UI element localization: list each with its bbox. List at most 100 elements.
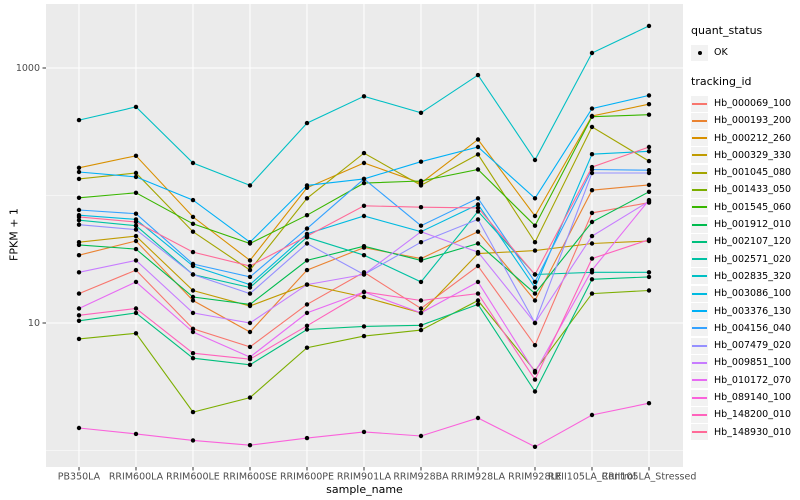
data-point xyxy=(361,94,367,99)
data-point xyxy=(304,327,310,332)
data-point xyxy=(133,331,139,336)
data-point xyxy=(418,110,424,116)
data-point xyxy=(304,258,310,263)
x-tick-label: RRIM600PE xyxy=(280,472,334,483)
data-point xyxy=(304,241,310,246)
data-point xyxy=(646,112,652,117)
data-point xyxy=(76,253,82,258)
data-point xyxy=(418,258,424,263)
legend-item-label: Hb_003086_100 xyxy=(714,288,792,300)
data-point xyxy=(304,267,310,273)
line-swatch-icon xyxy=(692,119,707,122)
data-point xyxy=(475,229,481,234)
line-swatch-icon xyxy=(692,206,707,209)
data-point xyxy=(76,169,82,175)
data-point xyxy=(133,310,139,316)
data-point xyxy=(133,227,139,232)
data-point xyxy=(190,310,196,316)
legend-item-label: Hb_000193_200 xyxy=(714,115,792,127)
legend-title-tracking-id: tracking_id xyxy=(691,75,752,88)
data-point xyxy=(76,117,82,123)
data-point xyxy=(589,188,595,193)
series-color-key xyxy=(691,147,708,164)
data-point xyxy=(76,318,82,323)
data-point xyxy=(361,289,367,295)
data-point xyxy=(76,242,82,248)
legend-item-Hb_000329_330: Hb_000329_330 xyxy=(691,147,799,164)
legend-item-Hb_003086_100: Hb_003086_100 xyxy=(691,285,799,302)
line-swatch-icon xyxy=(692,310,707,313)
data-point xyxy=(76,214,82,220)
data-point xyxy=(418,183,424,188)
legend-item-Hb_009851_100: Hb_009851_100 xyxy=(691,354,799,371)
data-point xyxy=(247,362,253,367)
data-point xyxy=(247,320,253,326)
legend-item-Hb_001433_050: Hb_001433_050 xyxy=(691,181,799,198)
data-point xyxy=(133,246,139,252)
data-point xyxy=(247,329,253,335)
legend-item-label: Hb_009851_100 xyxy=(714,357,792,369)
data-point xyxy=(247,443,253,448)
data-point xyxy=(76,270,82,275)
legend-item-label: Hb_002571_020 xyxy=(714,253,792,265)
data-point xyxy=(589,277,595,282)
data-point xyxy=(532,279,538,285)
data-point xyxy=(133,233,139,239)
x-tick-label: RRIM600LA xyxy=(109,472,164,483)
data-point xyxy=(361,150,367,156)
data-point xyxy=(133,219,139,225)
data-point xyxy=(646,401,652,406)
data-point xyxy=(418,327,424,333)
x-tick-label: RRIM600LE xyxy=(166,472,220,483)
data-point xyxy=(247,183,253,188)
line-swatch-icon xyxy=(692,396,707,399)
legend-item-label: OK xyxy=(714,47,728,58)
quant-status-key xyxy=(691,44,708,61)
line-swatch-icon xyxy=(692,344,707,347)
data-point xyxy=(361,203,367,208)
data-point xyxy=(133,267,139,273)
data-point xyxy=(247,282,253,287)
series-color-key xyxy=(691,354,708,371)
data-point xyxy=(304,435,310,441)
data-point xyxy=(304,120,310,126)
y-axis-title: FPKM + 1 xyxy=(7,208,21,261)
data-point xyxy=(418,229,424,234)
series-color-key xyxy=(691,130,708,147)
line-swatch-icon xyxy=(692,361,707,364)
data-point xyxy=(475,202,481,207)
x-tick-label: RRIM600SE xyxy=(223,472,277,483)
line-swatch-icon xyxy=(692,379,707,382)
data-point xyxy=(475,196,481,201)
x-tick-label: RRII105LA_Control xyxy=(548,472,636,483)
data-point xyxy=(190,438,196,443)
legend-item-label: Hb_004156_040 xyxy=(714,322,792,334)
data-point xyxy=(646,189,652,194)
data-point xyxy=(247,263,253,269)
data-point xyxy=(646,288,652,293)
line-swatch-icon xyxy=(692,223,707,226)
data-point xyxy=(247,344,253,350)
x-tick-label: RRIM901LA xyxy=(337,472,392,483)
data-point xyxy=(589,164,595,170)
x-tick-label: RRIM928LA xyxy=(451,472,506,483)
data-point xyxy=(76,165,82,170)
legend-item-Hb_004156_040: Hb_004156_040 xyxy=(691,320,799,337)
legend-item-Hb_089140_100: Hb_089140_100 xyxy=(691,389,799,406)
data-point xyxy=(532,377,538,382)
data-point xyxy=(304,226,310,231)
data-point xyxy=(646,144,652,150)
data-point xyxy=(247,267,253,273)
data-point xyxy=(76,176,82,182)
data-point xyxy=(532,320,538,326)
data-point xyxy=(589,124,595,130)
legend-item-Hb_148200_010: Hb_148200_010 xyxy=(691,406,799,423)
data-point xyxy=(361,324,367,329)
data-point xyxy=(133,431,139,437)
legend-item-Hb_148930_010: Hb_148930_010 xyxy=(691,424,799,441)
data-point xyxy=(475,152,481,157)
legend-item-Hb_001045_080: Hb_001045_080 xyxy=(691,164,799,181)
series-color-key xyxy=(691,199,708,216)
data-point xyxy=(361,176,367,182)
data-point xyxy=(304,323,310,328)
